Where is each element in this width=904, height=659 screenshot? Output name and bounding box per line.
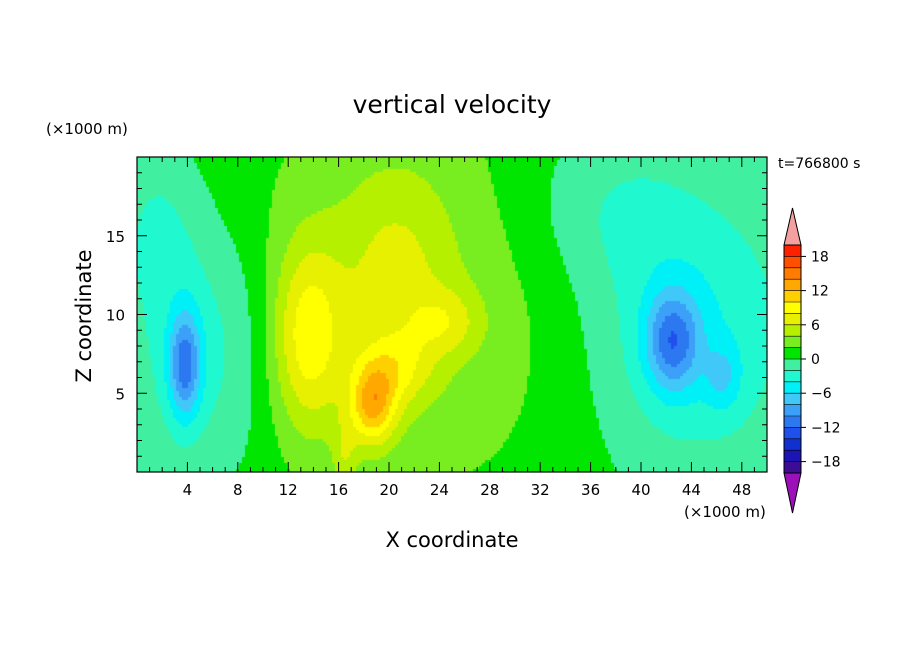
colorbar-swatch [784, 256, 801, 269]
y-unit-label: (×1000 m) [46, 120, 128, 138]
colorbar-tick-label: −12 [811, 420, 841, 436]
colorbar-tick-label: 6 [811, 318, 820, 334]
x-tick-label: 48 [732, 481, 751, 499]
colorbar-swatch [784, 438, 801, 451]
colorbar-swatch [784, 393, 801, 405]
colorbar-swatch [784, 267, 801, 280]
x-tick-label: 16 [329, 481, 348, 499]
colorbar-swatch [784, 324, 801, 337]
colorbar-swatch [784, 450, 801, 462]
colorbar-swatch [784, 381, 801, 394]
colorbar-tick-label: 18 [811, 249, 829, 265]
y-axis-label: Z coordinate [72, 249, 96, 382]
x-axis-label: X coordinate [385, 528, 518, 552]
colorbar-over-triangle [783, 207, 802, 246]
heatmap-image [137, 157, 767, 472]
colorbar-swatch [784, 245, 801, 257]
colorbar-swatch [784, 290, 801, 303]
time-label: t=766800 s [778, 156, 860, 172]
colorbar-swatch [784, 302, 801, 314]
x-tick-label: 40 [631, 481, 650, 499]
colorbar-swatch [784, 336, 801, 348]
colorbar-swatch [784, 416, 801, 428]
x-tick-label: 8 [233, 481, 243, 499]
colorbar-tick-label: 12 [811, 284, 829, 300]
colorbar-swatch [784, 313, 801, 326]
y-tick-label: 5 [115, 385, 125, 403]
y-tick-label: 10 [106, 307, 125, 325]
x-tick-label: 12 [279, 481, 298, 499]
colorbar-swatch [784, 404, 801, 417]
colorbar-swatch [784, 279, 801, 291]
colorbar: 18 12 6 0 −6 −12 −18 [783, 207, 841, 514]
colorbar-swatch [784, 347, 801, 360]
colorbar-tick-label: 0 [811, 352, 820, 368]
colorbar-swatch [784, 359, 801, 371]
x-tick-label: 4 [183, 481, 193, 499]
x-tick-label: 24 [430, 481, 449, 499]
chart-title: vertical velocity [353, 90, 552, 119]
colorbar-swatch [784, 461, 801, 474]
colorbar-tick-label: −18 [811, 455, 841, 471]
x-unit-label: (×1000 m) [684, 503, 766, 521]
x-tick-label: 28 [480, 481, 499, 499]
x-tick-label: 44 [682, 481, 701, 499]
x-tick-label: 32 [531, 481, 550, 499]
y-tick-label: 15 [106, 228, 125, 246]
colorbar-swatch [784, 370, 801, 383]
colorbar-swatch [784, 427, 801, 440]
x-tick-label: 20 [379, 481, 398, 499]
colorbar-under-triangle [783, 472, 802, 514]
heatmap-field [137, 157, 767, 472]
x-tick-label: 36 [581, 481, 600, 499]
colorbar-tick-label: −6 [811, 386, 832, 402]
